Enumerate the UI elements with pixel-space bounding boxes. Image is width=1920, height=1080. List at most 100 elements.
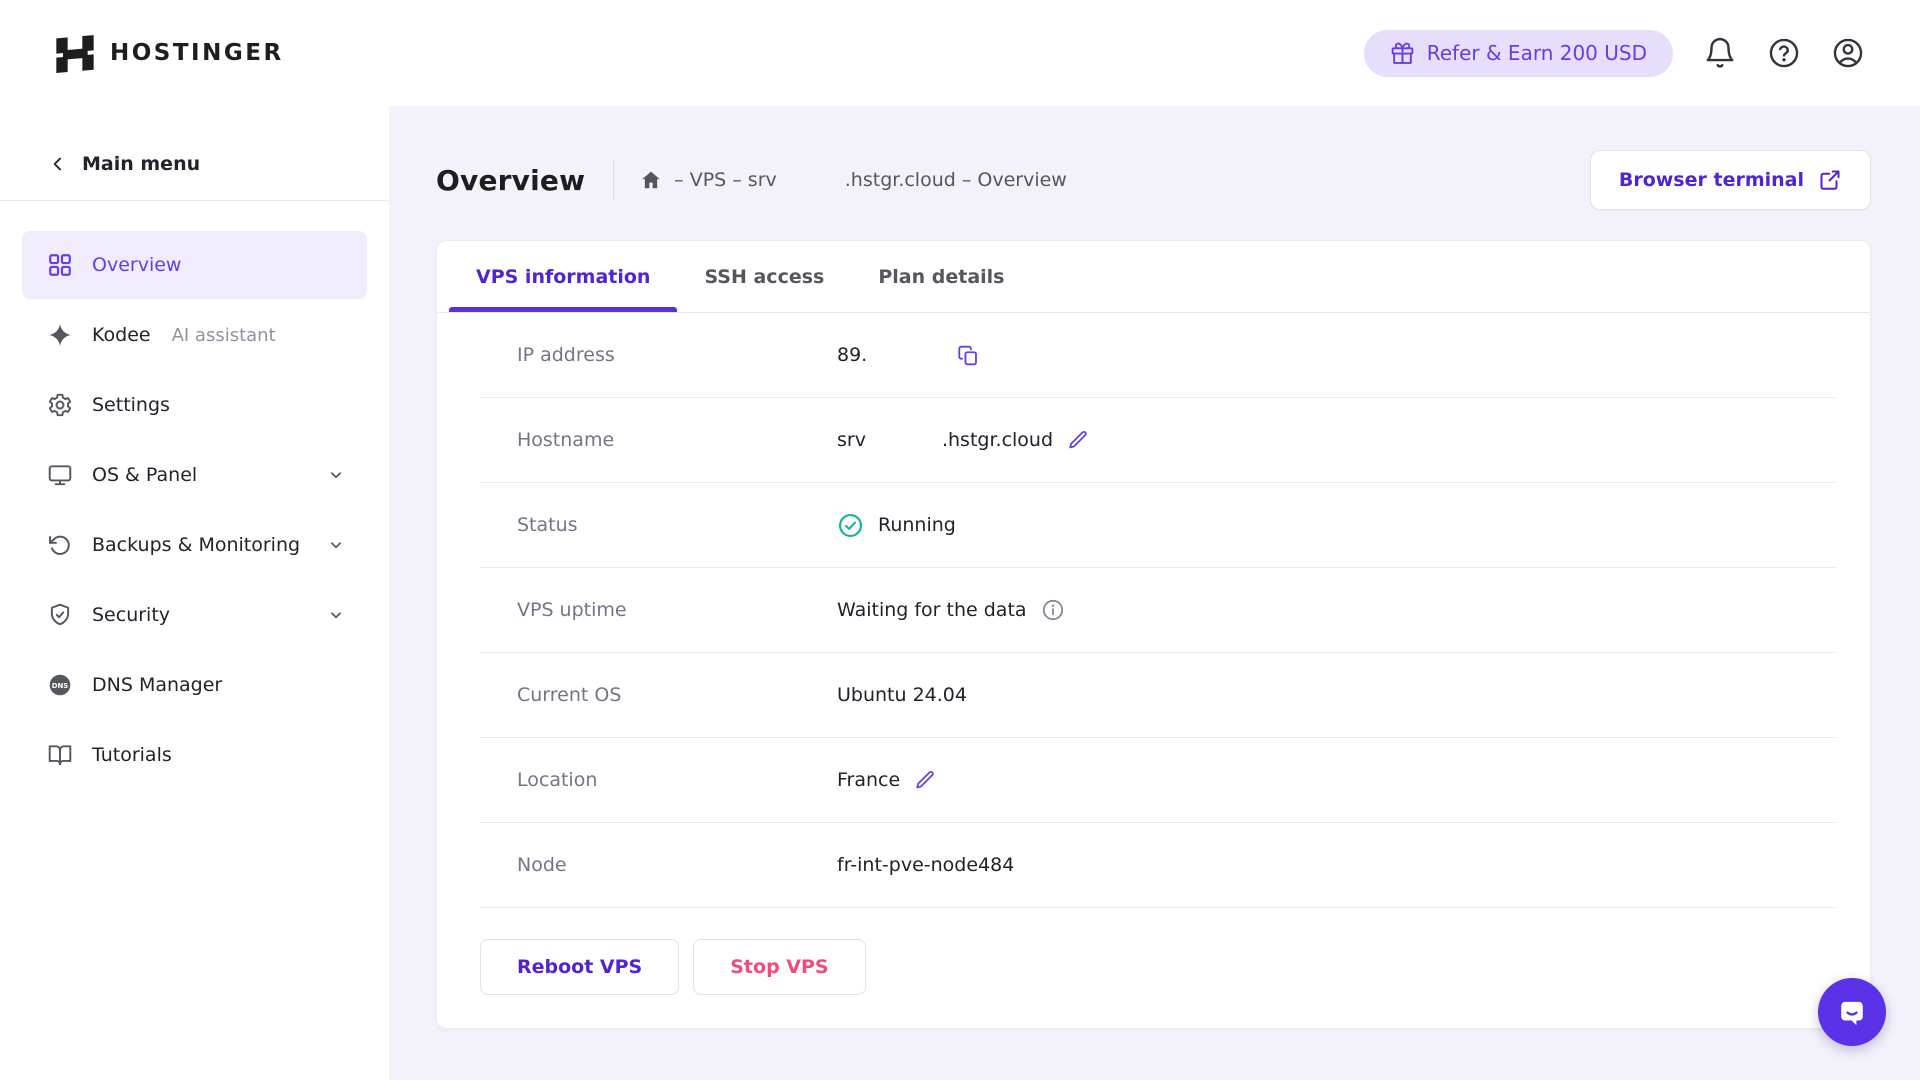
monitor-icon (47, 462, 73, 488)
row-label: Node (517, 854, 567, 876)
vps-actions: Reboot VPS Stop VPS (480, 939, 1870, 995)
row-label: Status (517, 514, 578, 536)
svg-text:DNS: DNS (52, 682, 69, 690)
shield-check-icon (47, 602, 73, 628)
refer-earn-label: Refer & Earn 200 USD (1426, 41, 1647, 65)
sidebar-item-settings[interactable]: Settings (22, 371, 367, 439)
sidebar-item-label: Kodee (92, 324, 151, 346)
copy-icon (957, 344, 980, 367)
restore-icon (47, 532, 73, 558)
help-button[interactable] (1767, 36, 1801, 70)
row-label: Location (517, 769, 598, 791)
hostinger-logo[interactable]: HOSTINGER (56, 33, 284, 73)
tab-label: VPS information (476, 265, 651, 288)
stop-vps-button[interactable]: Stop VPS (693, 939, 866, 995)
uptime-info-button[interactable] (1041, 598, 1065, 622)
chevron-down-icon (327, 606, 345, 624)
sidebar-item-label: Overview (92, 254, 182, 276)
tab-label: SSH access (704, 265, 825, 288)
row-label: Current OS (517, 684, 622, 706)
breadcrumb-suffix: .hstgr.cloud – Overview (844, 169, 1067, 191)
kodee-subtitle: AI assistant (171, 324, 276, 346)
main-content: Overview – VPS – srv .hstgr.cloud – Over… (389, 106, 1920, 1080)
sidebar-item-label: DNS Manager (92, 674, 223, 696)
main-menu-back[interactable]: Main menu (0, 128, 389, 200)
breadcrumb-divider (613, 161, 615, 199)
sidebar-item-backups-monitoring[interactable]: Backups & Monitoring (22, 511, 367, 579)
node-value: fr-int-pve-node484 (837, 854, 1015, 876)
pencil-icon (1067, 429, 1089, 451)
sidebar-item-label: Tutorials (92, 744, 172, 766)
vps-info-table: IP address 89. Hostname (480, 313, 1836, 908)
top-bar: HOSTINGER Refer & Earn 200 USD (0, 0, 1920, 106)
sidebar-item-label: OS & Panel (92, 464, 198, 486)
table-row-current-os: Current OS Ubuntu 24.04 (480, 653, 1836, 738)
row-label: Hostname (517, 429, 615, 451)
table-row-location: Location France (480, 738, 1836, 823)
chevron-down-icon (327, 536, 345, 554)
table-row-vps-uptime: VPS uptime Waiting for the data (480, 568, 1836, 653)
tab-ssh-access[interactable]: SSH access (677, 241, 851, 312)
table-row-status: Status Running (480, 483, 1836, 568)
vps-overview-card: VPS information SSH access Plan details … (436, 240, 1871, 1029)
browser-terminal-label: Browser terminal (1618, 169, 1804, 191)
tab-plan-details[interactable]: Plan details (851, 241, 1031, 312)
home-icon[interactable] (640, 169, 662, 191)
sidebar-divider (0, 200, 389, 201)
location-value: France (837, 769, 901, 791)
ip-address-value: 89. (837, 344, 868, 366)
sidebar-item-label: Settings (92, 394, 170, 416)
sidebar: Main menu Overview Kodee AI assistant Se… (0, 106, 389, 1080)
tab-vps-information[interactable]: VPS information (449, 241, 678, 312)
table-row-hostname: Hostname srv .hstgr.cloud (480, 398, 1836, 483)
sidebar-item-label: Backups & Monitoring (92, 534, 301, 556)
sidebar-item-kodee[interactable]: Kodee AI assistant (22, 301, 367, 369)
sidebar-item-security[interactable]: Security (22, 581, 367, 649)
account-button[interactable] (1831, 36, 1865, 70)
chat-bubble-icon (1833, 993, 1871, 1031)
reboot-vps-button[interactable]: Reboot VPS (480, 939, 680, 995)
browser-terminal-button[interactable]: Browser terminal (1589, 150, 1871, 210)
sidebar-item-label: Security (92, 604, 171, 626)
bell-icon (1703, 36, 1737, 70)
status-value: Running (878, 514, 956, 536)
chevron-down-icon (327, 466, 345, 484)
sidebar-item-os-panel[interactable]: OS & Panel (22, 441, 367, 509)
breadcrumb-prefix: – VPS – srv (674, 169, 777, 191)
info-icon (1041, 598, 1065, 622)
sidebar-item-tutorials[interactable]: Tutorials (22, 721, 367, 789)
row-label: VPS uptime (517, 599, 627, 621)
tab-bar: VPS information SSH access Plan details (437, 241, 1870, 313)
external-link-icon (1818, 168, 1842, 192)
gift-icon (1390, 41, 1415, 66)
table-row-node: Node fr-int-pve-node484 (480, 823, 1836, 908)
gear-icon (47, 392, 73, 418)
user-icon (1831, 36, 1865, 70)
chat-launcher-button[interactable] (1818, 978, 1886, 1046)
current-os-value: Ubuntu 24.04 (837, 684, 967, 706)
table-row-ip-address: IP address 89. (480, 313, 1836, 398)
row-label: IP address (517, 344, 615, 366)
breadcrumb: – VPS – srv .hstgr.cloud – Overview (640, 169, 1067, 191)
page-title: Overview (436, 163, 586, 197)
help-icon (1767, 36, 1801, 70)
tab-label: Plan details (878, 265, 1005, 288)
hostname-suffix: .hstgr.cloud (941, 429, 1054, 451)
copy-ip-button[interactable] (957, 344, 980, 367)
refer-earn-button[interactable]: Refer & Earn 200 USD (1363, 29, 1673, 77)
sidebar-item-dns-manager[interactable]: DNS DNS Manager (22, 651, 367, 719)
main-menu-label: Main menu (82, 153, 201, 175)
dashboard-icon (47, 252, 73, 278)
sidebar-item-overview[interactable]: Overview (22, 231, 367, 299)
status-running-icon (837, 512, 864, 539)
uptime-value: Waiting for the data (837, 599, 1027, 621)
dns-icon: DNS (47, 672, 73, 698)
hostinger-logo-icon (56, 33, 94, 73)
page-header: Overview – VPS – srv .hstgr.cloud – Over… (436, 150, 1871, 210)
notifications-button[interactable] (1703, 36, 1737, 70)
chevron-left-icon (48, 154, 68, 174)
edit-location-button[interactable] (914, 769, 936, 791)
edit-hostname-button[interactable] (1067, 429, 1089, 451)
brand-name: HOSTINGER (110, 40, 284, 66)
pencil-icon (914, 769, 936, 791)
